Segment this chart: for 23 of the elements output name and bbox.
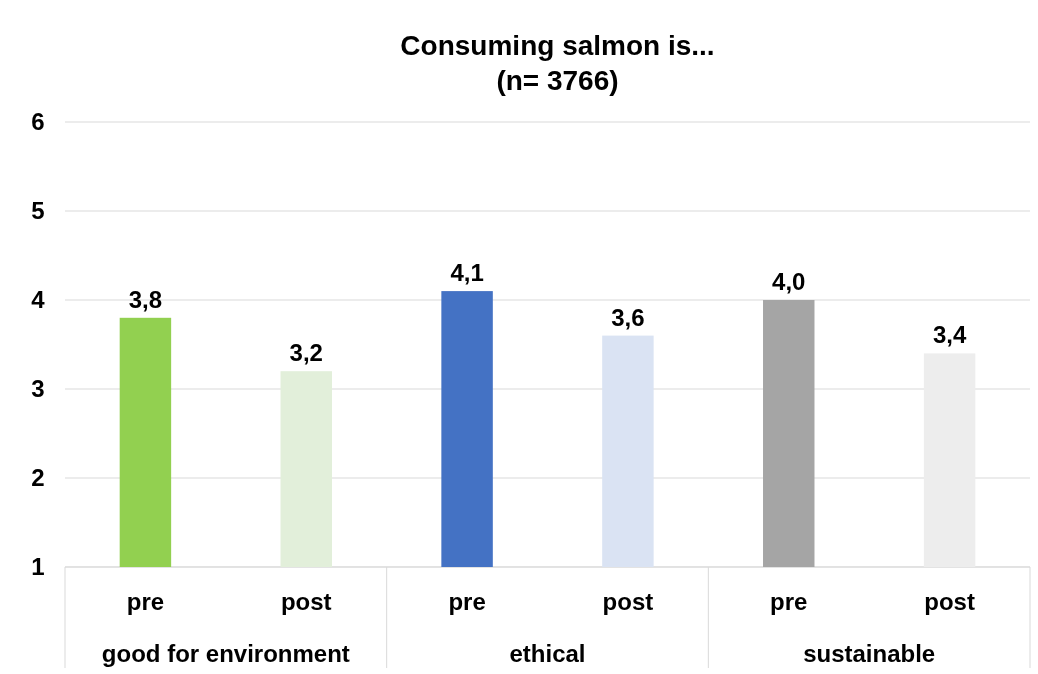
x-tick-label: post	[602, 588, 654, 615]
y-tick-label: 5	[31, 197, 45, 225]
data-label: 3,2	[289, 339, 323, 367]
data-label: 4,1	[450, 259, 484, 287]
x-tick-label: pre	[448, 588, 486, 615]
x-tick-label: post	[924, 588, 975, 615]
text: sustainable	[803, 640, 936, 667]
x-tick-label: post	[280, 588, 332, 615]
chart-subtitle: (n= 3766)	[496, 65, 619, 96]
y-tick-label: 2	[31, 464, 45, 492]
chart-title: Consuming salmon is...	[400, 30, 715, 61]
data-label: 4,0	[772, 268, 806, 295]
text: ethical	[509, 640, 586, 667]
y-tick-label: 4	[31, 286, 46, 314]
y-tick-label: 3	[31, 375, 45, 403]
data-label: 3,4	[932, 321, 967, 349]
y-tick-label: 6	[31, 108, 45, 136]
x-tick-label: pre	[770, 588, 808, 615]
y-tick-label: 1	[31, 553, 45, 581]
x-tick-label: pre	[126, 588, 165, 615]
text: good for environment	[101, 640, 350, 667]
data-label: 3,8	[128, 285, 163, 313]
data-label: 3,6	[611, 303, 645, 331]
